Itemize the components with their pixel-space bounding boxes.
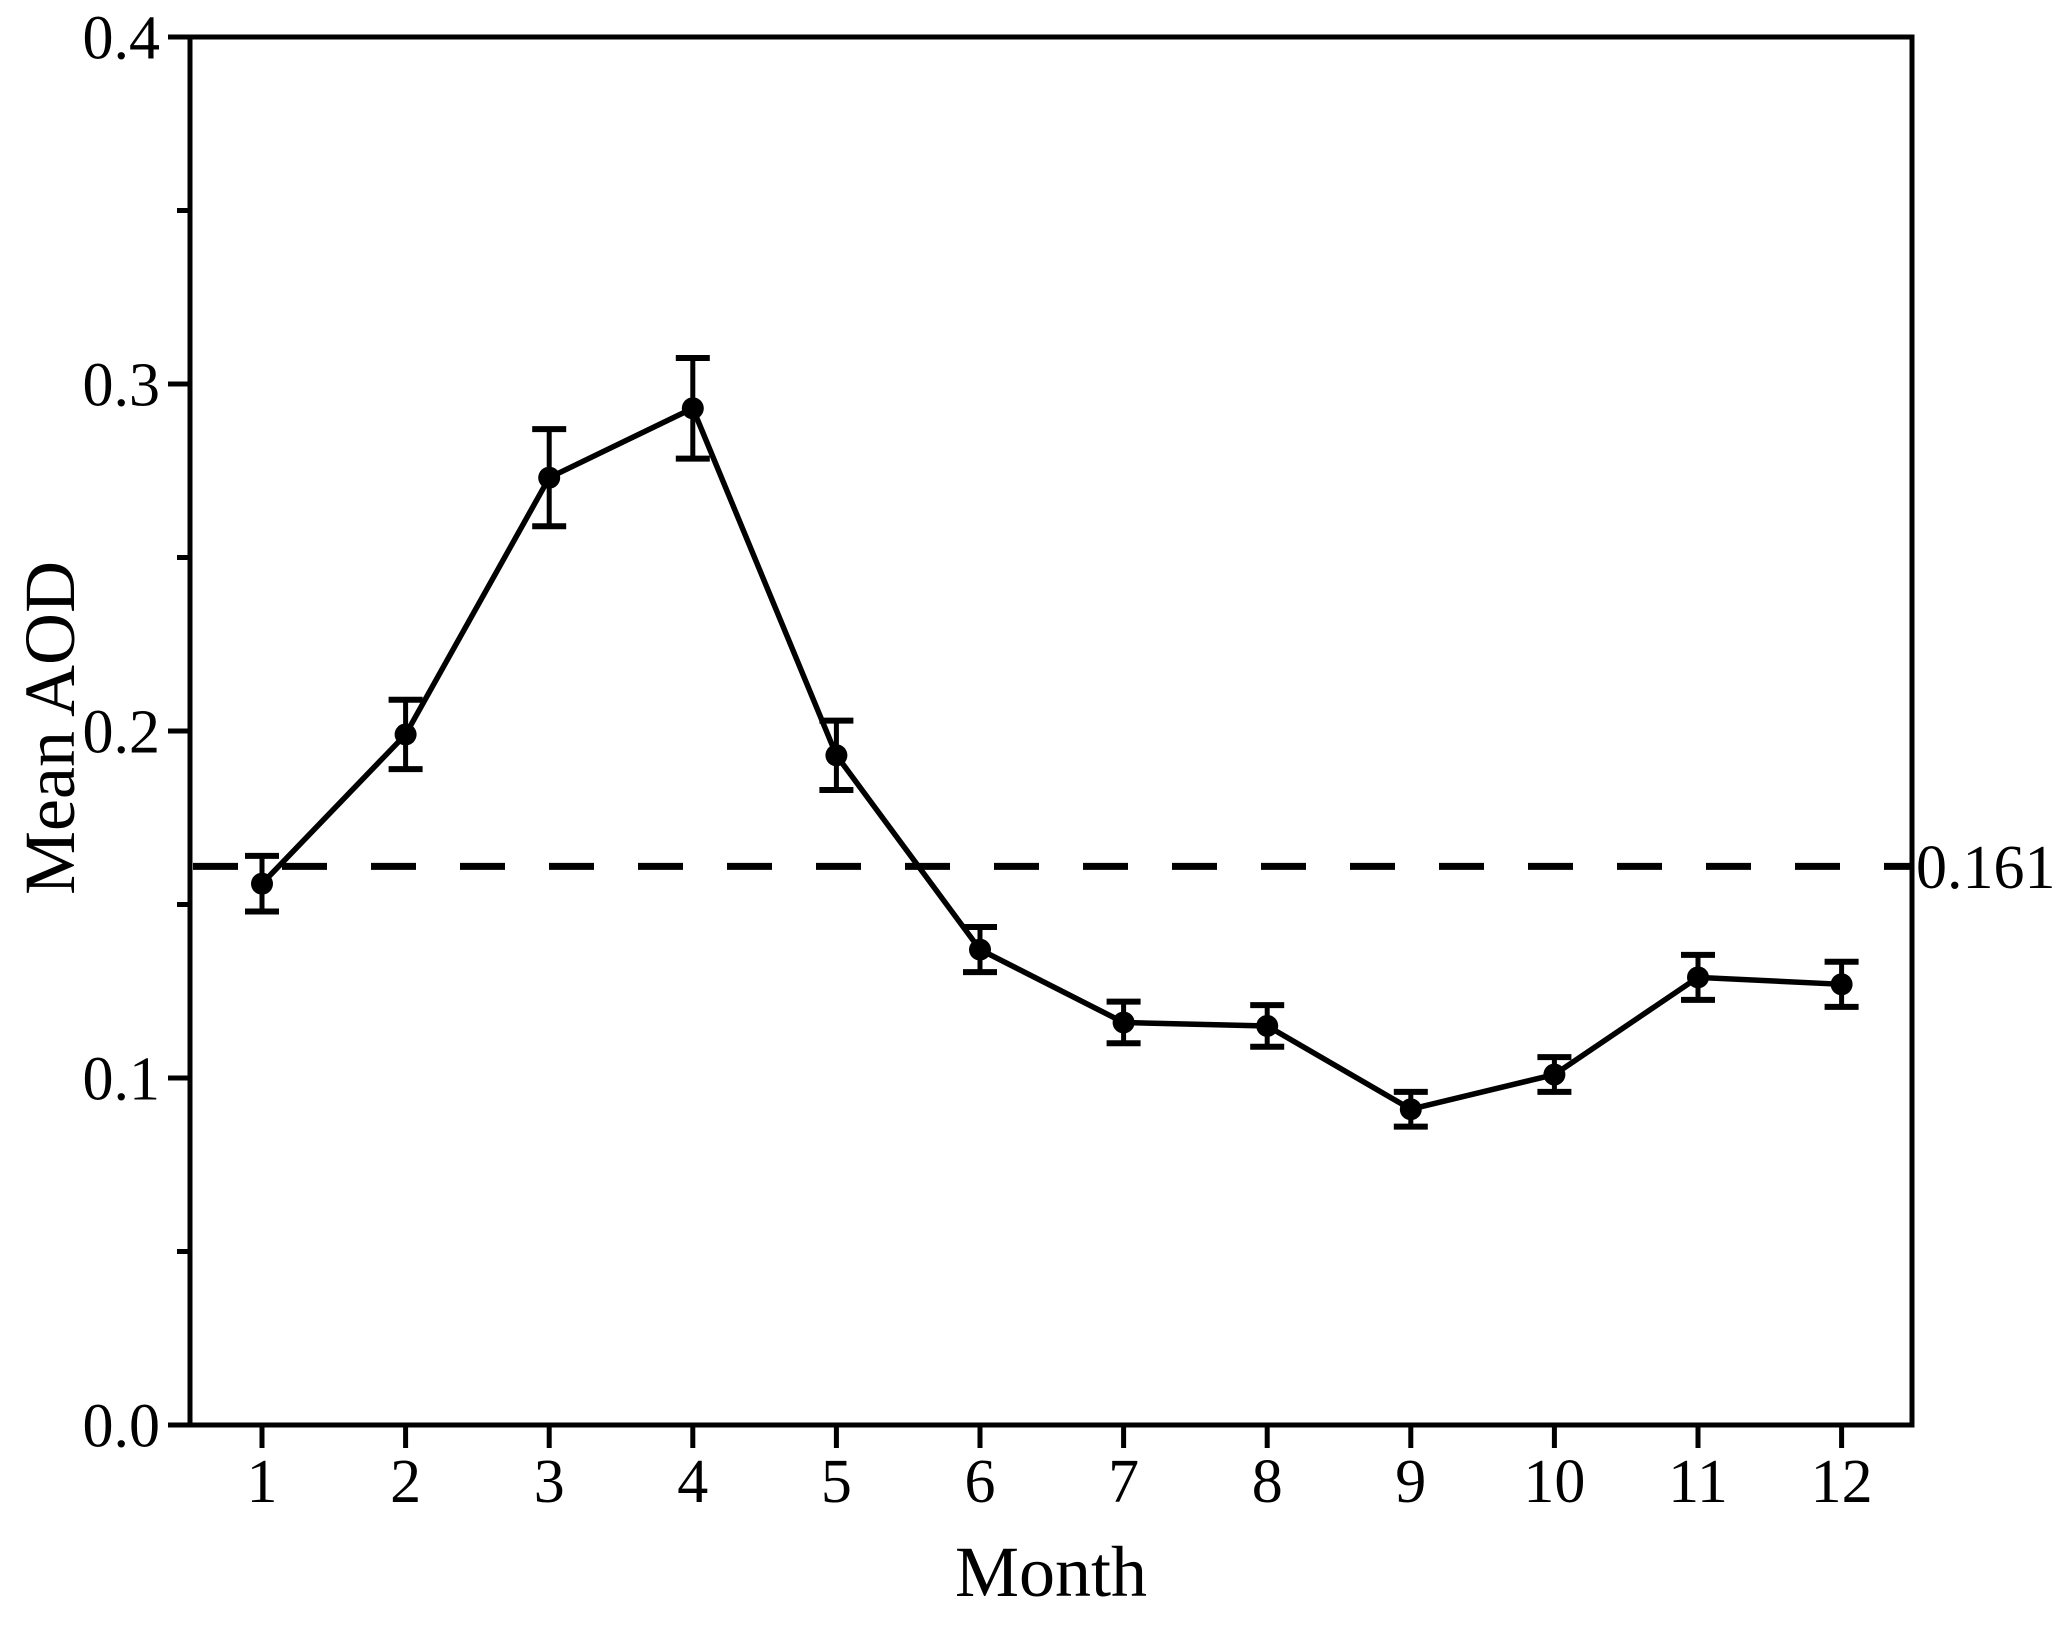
x-tick-label: 4 — [677, 1448, 708, 1516]
series-layer — [245, 354, 1859, 1130]
data-point — [1256, 1014, 1279, 1037]
x-tick-label: 3 — [534, 1448, 565, 1516]
axes-layer: 0.00.10.20.30.41 2 3 4 5 6 7 8 9 10 11 12 — [83, 5, 1915, 1516]
x-axis-title: Month — [955, 1532, 1147, 1612]
data-point — [538, 466, 561, 489]
data-point — [251, 872, 273, 895]
y-tick-label: 0.1 — [83, 1046, 161, 1114]
reference-line-label: 0.161 — [1916, 834, 2054, 902]
data-point — [1112, 1011, 1135, 1034]
data-line — [260, 404, 1842, 1113]
x-tick-label: 12 — [1811, 1448, 1873, 1516]
data-point — [825, 744, 848, 767]
x-tick-label: 5 — [821, 1448, 852, 1516]
plot-border — [187, 34, 1915, 1428]
x-tick-label: 6 — [965, 1448, 996, 1516]
x-tick-label: 2 — [390, 1448, 421, 1516]
x-tick-label: 9 — [1395, 1448, 1426, 1516]
y-tick-label: 0.4 — [83, 5, 161, 73]
y-tick-label: 0.0 — [83, 1393, 161, 1461]
y-tick-label: 0.2 — [83, 699, 161, 767]
data-point — [969, 938, 991, 961]
data-point — [394, 723, 417, 746]
x-tick-label: 7 — [1108, 1448, 1139, 1516]
x-tick-label: 1 — [247, 1448, 278, 1516]
data-point — [1687, 966, 1709, 989]
data-point — [1399, 1098, 1422, 1121]
x-tick-label: 8 — [1252, 1448, 1283, 1516]
data-point — [681, 397, 704, 420]
x-tick-label: 11 — [1668, 1448, 1728, 1516]
y-tick-label: 0.3 — [83, 352, 161, 420]
y-axis-title: Mean AOD — [10, 561, 90, 895]
data-point — [1543, 1063, 1566, 1086]
x-tick-label: 10 — [1523, 1448, 1585, 1516]
data-point — [1830, 973, 1853, 996]
